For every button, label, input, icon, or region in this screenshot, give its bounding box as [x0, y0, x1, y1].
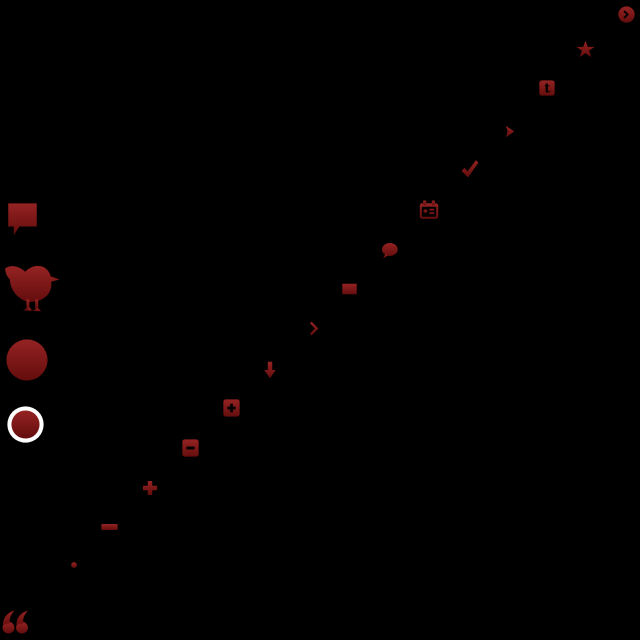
chat-bubble-icon [381, 242, 398, 259]
checkmark-icon [460, 158, 480, 179]
star-icon [576, 40, 595, 58]
ringed-circle-icon [7, 406, 44, 443]
plus-square-icon [223, 399, 240, 417]
chevron-right-icon [308, 321, 322, 336]
minus-icon [101, 523, 118, 531]
comment-box-icon [7, 202, 38, 236]
minus-square-icon [182, 439, 199, 457]
arrow-circle-right-icon [618, 6, 635, 23]
bird-icon [4, 263, 63, 318]
twitter-square-icon: t [539, 80, 555, 96]
plus-icon [142, 480, 158, 496]
svg-text:t: t [544, 80, 551, 96]
play-arrow-icon [505, 125, 515, 138]
open-quote-icon [2, 610, 29, 634]
rectangle-icon [342, 283, 357, 295]
filled-circle-icon [6, 339, 48, 381]
calendar-icon [419, 200, 439, 220]
dot-icon [71, 562, 77, 568]
arrow-down-icon [262, 361, 278, 379]
